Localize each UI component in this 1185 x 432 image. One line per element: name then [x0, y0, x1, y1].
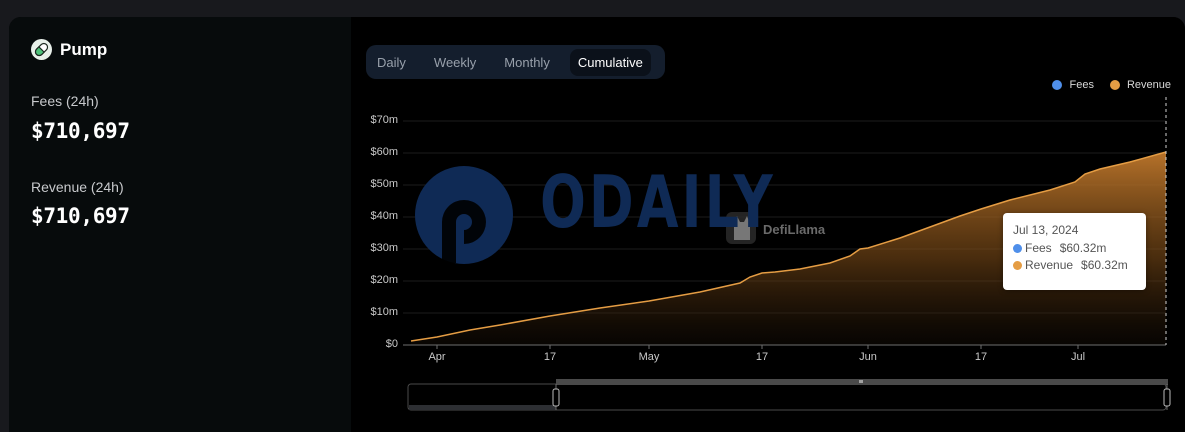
x-tick-may: May	[638, 351, 660, 363]
revenue-line	[410, 151, 1167, 342]
y-tick-20m: $20m	[370, 274, 398, 286]
x-tick-jul: Jul	[1070, 351, 1086, 363]
range-handle-left	[552, 388, 560, 407]
legend-item-revenue[interactable]: Revenue	[1109, 79, 1171, 91]
tooltip-fees-label: Fees	[1025, 241, 1052, 255]
protocol-header: Pump	[31, 39, 107, 60]
range-slider[interactable]	[407, 379, 1171, 411]
tab-monthly[interactable]: Monthly	[504, 54, 550, 70]
chart-tooltip: Jul 13, 2024 Fees $60.32m Revenue $60.32…	[1003, 213, 1146, 290]
y-tick-60m: $60m	[370, 146, 398, 158]
tab-daily[interactable]: Daily	[377, 54, 406, 70]
revenue-24h-value: $710,697	[31, 204, 130, 228]
x-tick-apr: Apr	[428, 351, 446, 363]
x-tick-apr-17: 17	[543, 351, 557, 363]
legend-label-revenue: Revenue	[1126, 79, 1171, 91]
metrics-sidebar: Pump Fees (24h) $710,697 Revenue (24h) $…	[9, 17, 351, 432]
odaily-watermark-logo	[415, 166, 513, 264]
protocol-name: Pump	[60, 39, 108, 59]
fees-24h-label: Fees (24h)	[31, 93, 99, 109]
pill-icon	[31, 39, 52, 60]
y-tick-40m: $40m	[370, 210, 398, 222]
tab-weekly[interactable]: Weekly	[433, 54, 477, 70]
tooltip-date: Jul 13, 2024	[1013, 223, 1079, 237]
y-tick-70m: $70m	[370, 114, 398, 126]
revenue-area	[411, 152, 1166, 345]
llama-icon	[726, 212, 756, 244]
protocol-card: Pump Fees (24h) $710,697 Revenue (24h) $…	[9, 17, 1185, 432]
fees-color-dot	[1052, 80, 1063, 90]
x-tick-jun-17: 17	[974, 351, 988, 363]
odaily-watermark-text: ODAILY	[540, 160, 776, 244]
fees-24h-value: $710,697	[31, 119, 130, 143]
revenue-dot-icon	[1013, 260, 1022, 270]
range-handle-right	[1163, 388, 1171, 407]
y-tick-50m: $50m	[370, 178, 398, 190]
x-tick-jun: Jun	[859, 351, 877, 363]
tab-cumulative[interactable]: Cumulative	[569, 48, 651, 76]
legend-label-fees: Fees	[1069, 79, 1094, 91]
x-tick-may-17: 17	[755, 351, 769, 363]
tooltip-row-fees: Fees $60.32m	[1013, 241, 1136, 255]
tooltip-revenue-label: Revenue	[1025, 258, 1074, 272]
y-tick-10m: $10m	[370, 306, 398, 318]
revenue-color-dot	[1109, 80, 1120, 90]
revenue-24h-label: Revenue (24h)	[31, 179, 124, 195]
fees-dot-icon	[1013, 243, 1022, 253]
y-tick-0: $0	[385, 338, 398, 350]
tooltip-revenue-value: $60.32m	[1081, 258, 1128, 272]
defillama-watermark: DefiLlama	[763, 222, 826, 237]
x-axis-ticks	[436, 345, 1079, 349]
tooltip-fees-value: $60.32m	[1059, 241, 1107, 255]
tooltip-row-revenue: Revenue $60.32m	[1013, 258, 1136, 272]
period-tabs: Daily Weekly Monthly Cumulative	[366, 45, 665, 79]
legend-item-fees[interactable]: Fees	[1052, 79, 1094, 91]
y-tick-30m: $30m	[370, 242, 398, 254]
chart-legend: Fees Revenue	[1042, 79, 1171, 91]
